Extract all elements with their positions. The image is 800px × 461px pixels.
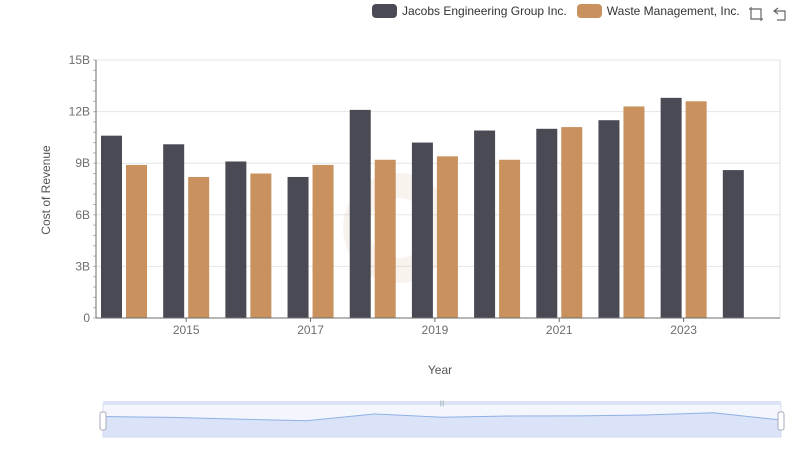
x-tick-label: 2017 <box>297 323 324 337</box>
bar-waste-management-2017[interactable] <box>312 164 334 318</box>
bar-jacobs-2018[interactable] <box>349 109 371 318</box>
zoom-handle-right[interactable] <box>777 411 785 431</box>
bar-waste-management-2021[interactable] <box>561 127 583 318</box>
legend-swatch-waste-management <box>576 4 602 18</box>
y-tick-label: 15B <box>69 53 90 67</box>
y-tick-label: 0 <box>83 311 90 325</box>
data-zoom-slider[interactable]: ||| <box>99 401 785 438</box>
bar-waste-management-2016[interactable] <box>250 173 272 318</box>
bar-waste-management-2018[interactable] <box>374 159 396 318</box>
legend-item-jacobs[interactable]: Jacobs Engineering Group Inc. <box>372 4 567 18</box>
bar-series <box>101 97 744 318</box>
bar-waste-management-2023[interactable] <box>685 101 707 318</box>
bar-jacobs-2021[interactable] <box>536 128 558 318</box>
zoom-preview-line <box>102 412 782 422</box>
bar-waste-management-2020[interactable] <box>499 159 521 318</box>
bar-jacobs-2015[interactable] <box>163 144 185 318</box>
legend-item-waste-management[interactable]: Waste Management, Inc. <box>576 4 740 18</box>
x-tick-label: 2015 <box>173 323 200 337</box>
zoom-top-bar[interactable] <box>103 401 781 405</box>
x-tick-label: 2019 <box>422 323 449 337</box>
bar-waste-management-2022[interactable] <box>623 106 645 318</box>
bar-jacobs-2023[interactable] <box>660 97 682 318</box>
bar-jacobs-2024[interactable] <box>722 170 744 318</box>
y-tick-label: 3B <box>75 259 90 273</box>
bar-waste-management-2015[interactable] <box>188 176 210 318</box>
zoom-icon[interactable] <box>748 6 764 22</box>
zoom-handle-left[interactable] <box>99 411 107 431</box>
y-axis-title: Cost of Revenue <box>39 145 53 235</box>
x-tick-label: 2023 <box>670 323 697 337</box>
bar-jacobs-2020[interactable] <box>474 130 496 318</box>
axes: 0 3B 6B 9B 12B 15B 2015 2017 2019 2021 2023 <box>69 53 781 337</box>
zoom-grip: ||| <box>440 401 445 407</box>
y-tick-label: 6B <box>75 208 90 222</box>
legend: Jacobs Engineering Group Inc. Waste Mana… <box>372 4 750 18</box>
zoom-preview-area <box>103 412 781 437</box>
restore-icon[interactable] <box>772 6 788 22</box>
y-tick-label: 12B <box>69 105 90 119</box>
bar-jacobs-2014[interactable] <box>101 135 122 318</box>
bar-jacobs-2016[interactable] <box>225 161 247 318</box>
bar-jacobs-2017[interactable] <box>287 176 309 318</box>
bar-waste-management-2019[interactable] <box>436 156 458 318</box>
legend-label-jacobs: Jacobs Engineering Group Inc. <box>402 4 567 18</box>
x-tick-label: 2021 <box>546 323 573 337</box>
x-axis-title: Year <box>428 363 452 377</box>
bar-jacobs-2019[interactable] <box>411 142 433 318</box>
legend-swatch-jacobs <box>372 4 397 18</box>
y-tick-label: 9B <box>75 156 90 170</box>
bar-waste-management-2014[interactable] <box>126 164 147 318</box>
bar-jacobs-2022[interactable] <box>598 120 620 318</box>
legend-label-waste-management: Waste Management, Inc. <box>606 4 740 18</box>
